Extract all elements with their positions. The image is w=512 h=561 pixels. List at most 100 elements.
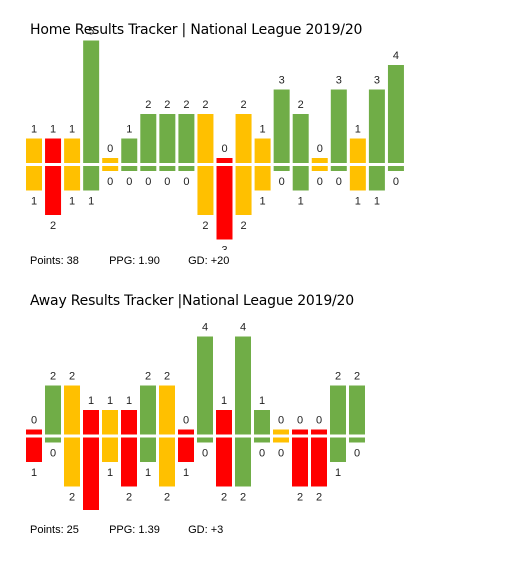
goals-scored-bar xyxy=(140,114,157,163)
goals-conceded-label: 0 xyxy=(317,176,323,188)
goals-conceded-bar xyxy=(197,437,213,443)
goals-conceded-bar xyxy=(159,166,176,171)
goals-conceded-label: 0 xyxy=(354,448,360,460)
goals-scored-bar xyxy=(330,89,347,163)
goals-scored-label: 2 xyxy=(50,371,56,383)
goals-scored-label: 0 xyxy=(278,415,284,427)
goals-conceded-bar xyxy=(45,166,62,215)
goals-scored-label: 2 xyxy=(164,371,170,383)
goals-scored-label: 4 xyxy=(240,322,246,334)
away-chart-title: Away Results Tracker |National League 20… xyxy=(30,293,354,309)
goals-scored-label: 4 xyxy=(393,50,399,62)
goals-conceded-bar xyxy=(83,166,100,191)
home-chart-title: Home Results Tracker | National League 2… xyxy=(30,22,363,38)
goals-conceded-label: 0 xyxy=(393,176,399,188)
goals-conceded-bar xyxy=(235,437,251,487)
goals-scored-label: 2 xyxy=(298,99,304,111)
goals-scored-bar xyxy=(330,385,346,435)
goals-scored-bar xyxy=(45,385,61,435)
away-points: Points: 25 xyxy=(30,524,79,536)
goals-conceded-bar xyxy=(349,166,366,191)
goals-conceded-bar xyxy=(178,166,195,171)
goals-conceded-label: 2 xyxy=(164,492,170,504)
goals-scored-bar xyxy=(197,336,213,435)
goals-scored-label: 2 xyxy=(145,371,151,383)
goals-conceded-label: 2 xyxy=(69,492,75,504)
goals-conceded-label: 2 xyxy=(240,220,246,232)
goals-scored-label: 1 xyxy=(355,124,361,136)
goals-conceded-label: 2 xyxy=(50,220,56,232)
goals-conceded-label: 0 xyxy=(183,176,189,188)
away-results-chart: 012022131112212201401242100002022120 xyxy=(26,322,365,510)
goals-scored-label: 1 xyxy=(69,124,75,136)
goals-scored-bar xyxy=(83,40,100,163)
goals-conceded-bar xyxy=(45,437,61,443)
goals-scored-bar xyxy=(197,114,214,163)
goals-conceded-label: 2 xyxy=(221,492,227,504)
goals-scored-label: 0 xyxy=(297,415,303,427)
goals-conceded-bar xyxy=(311,166,328,171)
home-ppg: PPG: 1.90 xyxy=(109,255,160,267)
goals-scored-label: 1 xyxy=(221,395,227,407)
goals-conceded-bar xyxy=(368,166,385,191)
goals-conceded-label: 1 xyxy=(183,467,189,479)
goals-scored-label: 1 xyxy=(126,395,132,407)
goals-conceded-label: 1 xyxy=(88,196,94,208)
goals-scored-bar xyxy=(45,138,62,163)
away-gd: GD: +3 xyxy=(188,524,224,536)
goals-scored-bar xyxy=(273,429,289,435)
goals-conceded-bar xyxy=(83,437,99,510)
goals-conceded-label: 1 xyxy=(298,196,304,208)
goals-conceded-bar xyxy=(26,166,42,191)
goals-scored-bar xyxy=(216,158,233,163)
goals-scored-bar xyxy=(349,138,366,163)
goals-conceded-bar xyxy=(121,437,137,487)
goals-scored-bar xyxy=(121,410,137,435)
goals-scored-label: 2 xyxy=(164,99,170,111)
goals-conceded-bar xyxy=(349,437,365,443)
away-results-panel: Away Results Tracker |National League 20… xyxy=(0,280,512,561)
goals-scored-bar xyxy=(102,158,119,163)
goals-conceded-label: 0 xyxy=(126,176,132,188)
goals-conceded-bar xyxy=(273,166,290,171)
goals-conceded-label: 0 xyxy=(279,176,285,188)
goals-conceded-bar xyxy=(140,166,157,171)
goals-conceded-bar xyxy=(197,166,214,215)
goals-scored-bar xyxy=(235,114,252,163)
goals-scored-bar xyxy=(349,385,365,435)
goals-scored-bar xyxy=(178,114,195,163)
goals-scored-label: 1 xyxy=(260,124,266,136)
goals-scored-bar xyxy=(64,385,80,435)
goals-conceded-label: 1 xyxy=(107,467,113,479)
goals-scored-label: 3 xyxy=(374,75,380,87)
goals-conceded-label: 0 xyxy=(336,176,342,188)
goals-conceded-bar xyxy=(121,166,138,171)
goals-conceded-bar xyxy=(387,166,404,171)
goals-scored-bar xyxy=(368,89,385,163)
goals-conceded-label: 1 xyxy=(355,196,361,208)
goals-conceded-bar xyxy=(235,166,252,215)
goals-scored-label: 0 xyxy=(317,143,323,155)
goals-scored-bar xyxy=(83,410,99,435)
goals-scored-label: 0 xyxy=(107,143,113,155)
home-gd: GD: +20 xyxy=(188,255,230,267)
goals-conceded-bar xyxy=(64,166,81,191)
goals-conceded-bar xyxy=(216,166,233,240)
goals-conceded-label: 1 xyxy=(335,467,341,479)
goals-conceded-bar xyxy=(102,166,119,171)
goals-conceded-bar xyxy=(102,437,118,462)
goals-scored-bar xyxy=(273,89,290,163)
goals-conceded-label: 2 xyxy=(202,220,208,232)
goals-scored-label: 2 xyxy=(69,371,75,383)
goals-scored-bar xyxy=(121,138,138,163)
goals-conceded-bar xyxy=(26,437,42,462)
goals-conceded-label: 2 xyxy=(126,492,132,504)
home-results-chart: 1 1 1 2 1 1 5 1 0 0 1 0 2 0 2 0 2 0 2 2 0 3 2 2 1 1 3 0 2 1 0 0 3 0 1 1 3 1 4 0 xyxy=(26,26,404,250)
goals-conceded-bar xyxy=(159,437,175,487)
goals-scored-bar xyxy=(254,138,271,163)
goals-conceded-bar xyxy=(64,437,80,487)
goals-conceded-label: 0 xyxy=(259,448,265,460)
goals-conceded-label: 0 xyxy=(50,448,56,460)
goals-scored-bar xyxy=(64,138,81,163)
goals-scored-label: 3 xyxy=(336,75,342,87)
